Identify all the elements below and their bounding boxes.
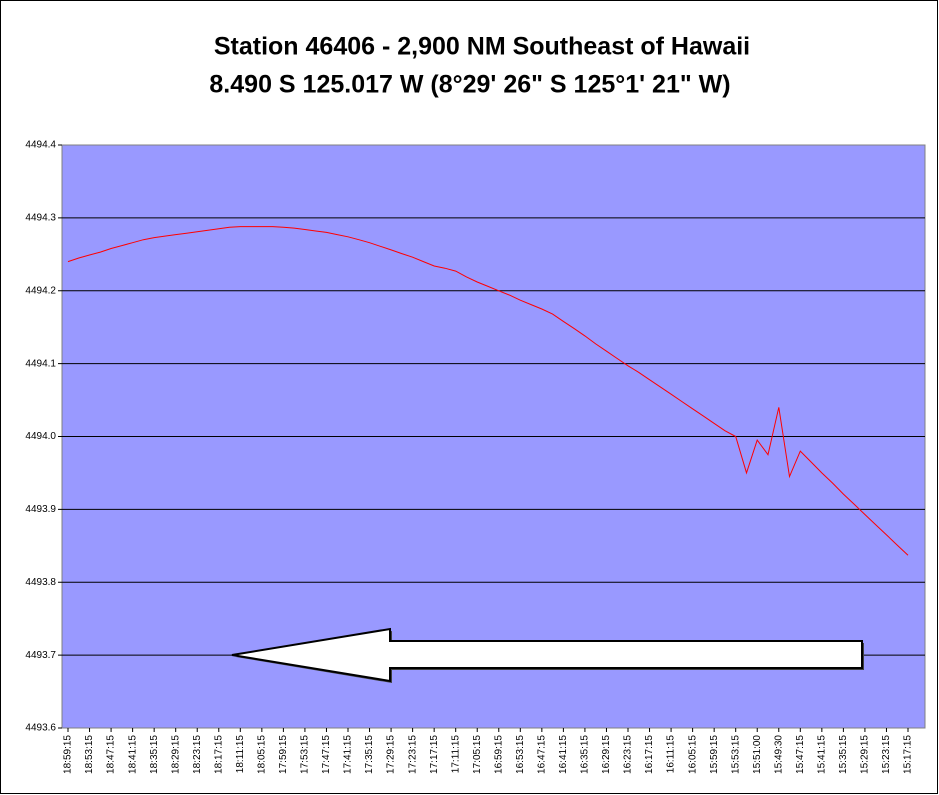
chart-title: Station 46406 - 2,900 NM Southeast of Ha… xyxy=(214,33,750,61)
x-tick-label: 15:59:15 xyxy=(709,735,720,774)
x-tick-label: 18:47:15 xyxy=(106,735,117,774)
x-tick-label: 18:17:15 xyxy=(213,735,224,774)
x-tick-label: 16:11:15 xyxy=(666,735,677,774)
y-tick-label: 4494.4 xyxy=(25,140,56,151)
x-tick-label: 17:53:15 xyxy=(300,735,311,774)
chart-subtitle: 8.490 S 125.017 W (8°29' 26" S 125°1' 21… xyxy=(209,71,730,99)
x-tick-label: 18:41:15 xyxy=(127,735,138,774)
x-tick-label: 15:35:15 xyxy=(838,735,849,774)
y-tick-label: 4494.3 xyxy=(25,213,56,224)
y-tick-label: 4494.2 xyxy=(25,285,56,296)
x-tick-label: 18:11:15 xyxy=(235,735,246,774)
series xyxy=(67,226,909,556)
x-tick-label: 17:35:15 xyxy=(364,735,375,774)
y-tick-label: 4494.1 xyxy=(25,358,56,369)
x-tick-label: 16:23:15 xyxy=(623,735,634,774)
x-tick-label: 16:53:15 xyxy=(515,735,526,774)
x-tick-label: 17:41:15 xyxy=(343,735,354,774)
x-tick-label: 16:41:15 xyxy=(558,735,569,774)
x-tick-label: 16:29:15 xyxy=(601,735,612,774)
x-tick-label: 17:17:15 xyxy=(429,735,440,774)
x-tick-label: 18:23:15 xyxy=(192,735,203,774)
x-tick-label: 16:59:15 xyxy=(493,735,504,774)
x-tick-label: 15:41:15 xyxy=(816,735,827,774)
x-tick-label: 17:23:15 xyxy=(407,735,418,774)
y-tick-label: 4493.9 xyxy=(25,504,56,515)
x-tick-label: 16:05:15 xyxy=(687,735,698,774)
x-tick-label: 16:17:15 xyxy=(644,735,655,774)
x-tick-label: 16:47:15 xyxy=(536,735,547,774)
arrow xyxy=(231,627,863,683)
y-tick-label: 4493.7 xyxy=(25,650,56,661)
y-tick-label: 4494.0 xyxy=(25,431,56,442)
x-tick-label: 18:35:15 xyxy=(149,735,160,774)
x-tick-label: 15:23:15 xyxy=(881,735,892,774)
x-tick-label: 17:05:15 xyxy=(472,735,483,774)
x-tick-label: 17:11:15 xyxy=(450,735,461,774)
x-tick-label: 18:59:15 xyxy=(63,735,74,774)
x-tick-label: 18:29:15 xyxy=(170,735,181,774)
x-tick-label: 17:47:15 xyxy=(321,735,332,774)
x-tick-label: 17:59:15 xyxy=(278,735,289,774)
y-tick-label: 4493.6 xyxy=(25,723,56,734)
x-tick-label: 15:49:30 xyxy=(773,735,784,774)
x-tick-label: 18:53:15 xyxy=(84,735,95,774)
x-tick-label: 16:35:15 xyxy=(580,735,591,774)
x-tick-label: 15:53:15 xyxy=(730,735,741,774)
x-tick-label: 15:47:15 xyxy=(795,735,806,774)
x-tick-label: 15:29:15 xyxy=(860,735,871,774)
x-tick-label: 17:29:15 xyxy=(386,735,397,774)
x-tick-label: 15:17:15 xyxy=(903,735,914,774)
data-line xyxy=(67,226,909,556)
x-tick-label: 18:05:15 xyxy=(256,735,267,774)
x-tick-label: 15:51:00 xyxy=(752,735,763,774)
y-tick-label: 4493.8 xyxy=(25,577,56,588)
